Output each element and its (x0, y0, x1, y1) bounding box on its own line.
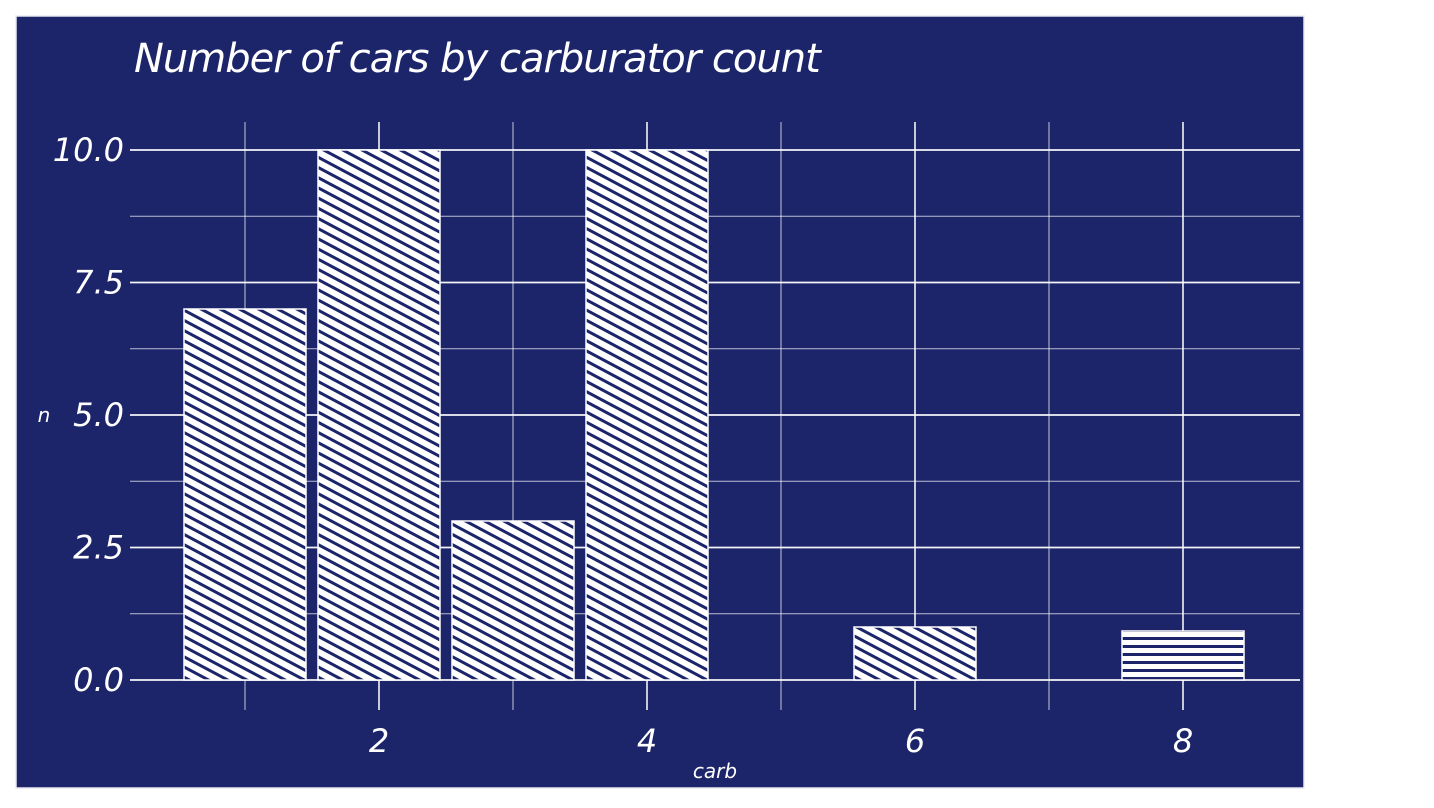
x-tick-label: 2 (369, 722, 389, 760)
y-tick-label: 0.0 (73, 661, 124, 699)
x-axis-title: carb (693, 759, 737, 783)
tick-labels: 0.0 2.5 5.0 7.5 10.0 2 4 6 8 (53, 131, 1193, 760)
y-tick-label: 7.5 (73, 264, 124, 302)
x-tick-label: 8 (1173, 722, 1193, 760)
x-tick-label: 4 (637, 722, 657, 760)
bar (317, 149, 441, 681)
x-tick-label: 6 (905, 722, 925, 760)
chart-title: Number of cars by carburator count (134, 36, 822, 82)
bar (853, 626, 977, 681)
bar-rect (451, 520, 575, 681)
bar (451, 520, 575, 681)
y-tick-label: 2.5 (73, 529, 124, 567)
bar-rect (585, 149, 709, 681)
bars (183, 149, 1245, 681)
bar-rect (1121, 630, 1245, 681)
y-axis-title: n (38, 403, 51, 427)
bar (585, 149, 709, 681)
y-tick-label: 10.0 (53, 131, 124, 169)
bar-rect (853, 626, 977, 681)
bar (1121, 630, 1245, 681)
bar-rect (183, 308, 307, 681)
bar-rect (317, 149, 441, 681)
bar (183, 308, 307, 681)
y-tick-label: 5.0 (73, 396, 124, 434)
